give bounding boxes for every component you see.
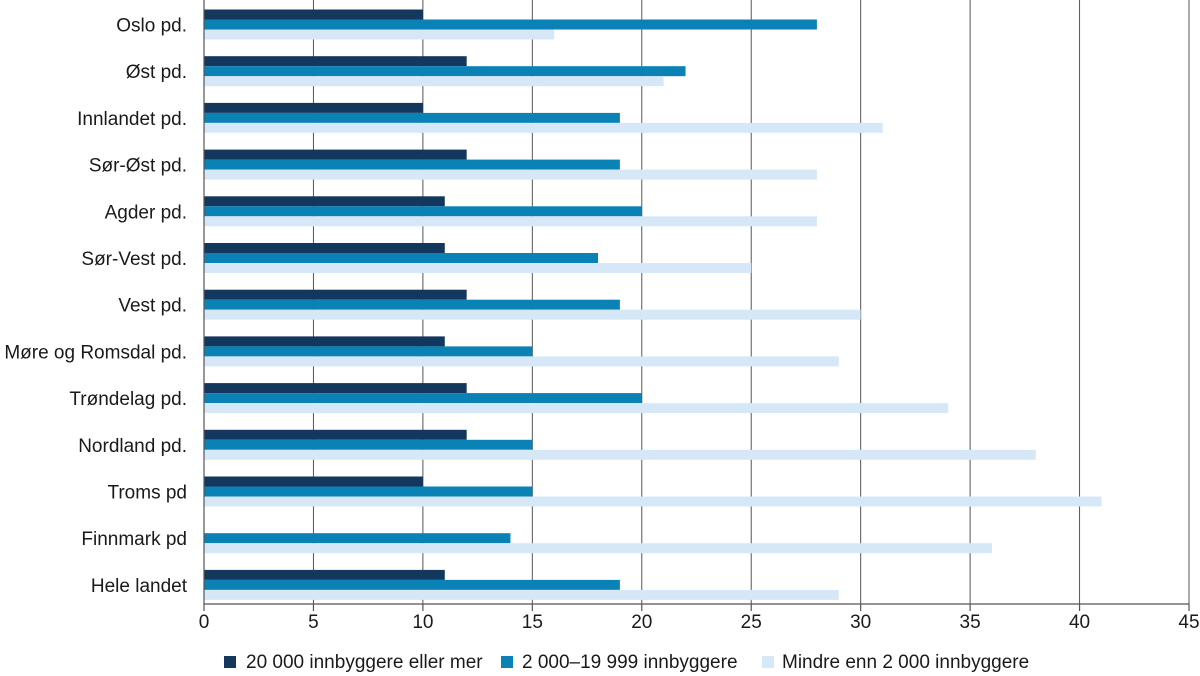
x-tick-label: 45 [1178, 612, 1199, 633]
legend-label: 20 000 innbyggere eller mer [246, 652, 483, 673]
legend-swatch [762, 656, 774, 668]
bar-1 [204, 9, 423, 20]
category-label: Sør-Vest pd. [81, 249, 187, 270]
bar-1 [204, 289, 467, 300]
bar-1 [204, 56, 467, 67]
bar-1 [204, 336, 445, 347]
tick-labels: 0 5 10 15 20 25 30 35 40 45 [199, 612, 1200, 633]
bar-2 [204, 66, 686, 77]
bar-1 [204, 102, 423, 113]
bar-2 [204, 112, 620, 123]
category-label: Trøndelag pd. [69, 389, 187, 410]
bar-3 [204, 169, 817, 180]
category-label: Sør-Øst pd. [89, 156, 187, 177]
bar-3 [204, 216, 817, 227]
legend-label: Mindre enn 2 000 innbyggere [782, 652, 1029, 673]
bar-3 [204, 76, 664, 87]
bar-2 [204, 159, 620, 170]
bar-3 [204, 309, 861, 320]
x-tick-label: 20 [631, 612, 652, 633]
category-label: Hele landet [91, 576, 188, 597]
category-label: Møre og Romsdal pd. [4, 342, 187, 363]
bar-3 [204, 496, 1102, 507]
bar-1 [204, 243, 445, 253]
legend-swatch [501, 656, 513, 668]
bar-2 [204, 439, 533, 450]
bar-3 [204, 263, 752, 273]
bar-3 [204, 543, 992, 554]
bar-1 [204, 569, 445, 580]
bar-2 [204, 299, 620, 310]
category-label: Oslo pd. [116, 16, 187, 37]
x-tick-label: 40 [1069, 612, 1090, 633]
bar-2 [204, 19, 817, 30]
bar-2 [204, 253, 598, 263]
bar-3 [204, 29, 555, 40]
bar-1 [204, 383, 467, 394]
bar-1 [204, 476, 423, 487]
bar-2 [204, 206, 642, 217]
x-tick-label: 15 [522, 612, 543, 633]
bar-3 [204, 356, 839, 367]
bar-3 [204, 403, 949, 414]
category-labels: Oslo pd. Øst pd. Innlandet pd. Sør-Øst pd. A… [4, 16, 187, 597]
bar-1 [204, 196, 445, 207]
bar-3 [204, 122, 883, 133]
bars [204, 9, 1102, 600]
x-tick-label: 30 [850, 612, 871, 633]
bar-1 [204, 429, 467, 440]
bar-2 [204, 579, 620, 590]
legend-label: 2 000–19 999 innbyggere [522, 652, 738, 673]
legend: 20 000 innbyggere eller mer 2 000–19 999 … [224, 652, 1029, 673]
category-label: Finnmark pd [81, 529, 187, 550]
bar-2 [204, 346, 533, 357]
bar-2 [204, 393, 642, 404]
category-label: Innlandet pd. [77, 109, 187, 130]
bar-2 [204, 533, 511, 544]
x-tick-label: 0 [199, 612, 210, 633]
bar-3 [204, 449, 1036, 460]
bar-3 [204, 589, 839, 600]
bar-2 [204, 486, 533, 497]
x-tick-label: 25 [741, 612, 762, 633]
legend-swatch [224, 656, 236, 668]
category-label: Nordland pd. [78, 436, 187, 457]
axes [203, 0, 1190, 611]
category-label: Troms pd [107, 483, 187, 504]
category-label: Øst pd. [126, 62, 187, 83]
x-tick-label: 5 [308, 612, 319, 633]
x-tick-label: 10 [412, 612, 433, 633]
category-label: Agder pd. [105, 202, 187, 223]
category-label: Vest pd. [118, 296, 187, 317]
x-tick-label: 35 [960, 612, 981, 633]
grid-lines [312, 0, 1190, 604]
bar-1 [204, 149, 467, 160]
